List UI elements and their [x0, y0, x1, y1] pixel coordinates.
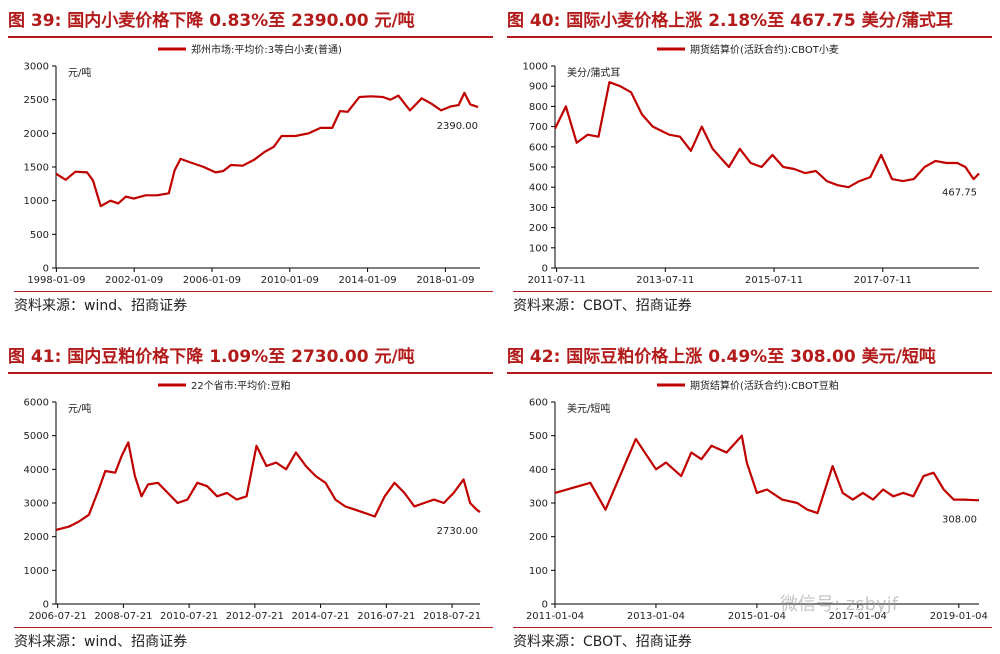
y-tick-label: 3000 [24, 62, 49, 73]
x-tick-label: 2011-07-11 [528, 275, 586, 286]
x-tick-label: 2019-01-04 [930, 611, 988, 622]
x-tick-label: 2014-01-09 [339, 275, 397, 286]
legend: 22个省市:平均价:豆粕 [158, 379, 290, 392]
figure-title: 国际小麦价格上涨 2.18%至 467.75 美分/蒲式耳 [566, 11, 953, 31]
source-note: 资料来源：CBOT、招商证券 [513, 627, 992, 651]
source-note: 资料来源：CBOT、招商证券 [513, 291, 992, 315]
y-tick-label: 500 [529, 163, 548, 174]
y-tick-label: 500 [529, 431, 548, 442]
legend-label: 期货结算价(活跃合约):CBOT小麦 [690, 43, 839, 56]
chart-title: 图 39: 国内小麦价格下降 0.83%至 2390.00 元/吨 [8, 8, 493, 38]
end-value-label: 467.75 [942, 187, 977, 198]
y-unit-label: 美元/短吨 [567, 402, 610, 415]
y-tick-label: 700 [529, 122, 548, 133]
chart-title: 图 42: 国际豆粕价格上涨 0.49%至 308.00 美元/短吨 [507, 344, 992, 374]
watermark: 微信号: zsbyjf [780, 594, 899, 615]
y-tick-label: 500 [30, 230, 49, 241]
x-tick-label: 2018-01-09 [416, 275, 474, 286]
chart-panel-39: 图 39: 国内小麦价格下降 0.83%至 2390.00 元/吨 郑州市场:平… [8, 0, 493, 318]
y-tick-label: 6000 [24, 398, 49, 409]
y-tick-label: 5000 [24, 431, 49, 442]
y-tick-label: 1000 [523, 62, 548, 73]
x-tick-label: 2013-07-11 [636, 275, 694, 286]
y-tick-label: 200 [529, 532, 548, 543]
y-tick-label: 3000 [24, 499, 49, 510]
y-tick-label: 0 [542, 264, 548, 275]
y-tick-label: 300 [529, 499, 548, 510]
legend-label: 22个省市:平均价:豆粕 [191, 379, 290, 392]
y-tick-label: 0 [542, 600, 548, 611]
legend-label: 郑州市场:平均价:3等白小麦(普通) [191, 43, 342, 56]
x-tick-label: 2015-07-11 [745, 275, 803, 286]
y-tick-label: 2500 [24, 95, 49, 106]
y-unit-label: 元/吨 [68, 66, 91, 79]
figure-number: 图 39: [8, 11, 62, 31]
x-tick-label: 1998-01-09 [27, 275, 85, 286]
y-tick-label: 2000 [24, 532, 49, 543]
y-tick-label: 200 [529, 223, 548, 234]
chart-40: 期货结算价(活跃合约):CBOT小麦 0 100 200 300 400 500 600 700… [523, 43, 980, 286]
y-tick-label: 100 [529, 566, 548, 577]
series-line [554, 81, 980, 189]
x-tick-label: 2010-07-21 [160, 611, 218, 622]
chart-title: 图 40: 国际小麦价格上涨 2.18%至 467.75 美分/蒲式耳 [507, 8, 992, 38]
chart-panel-42: 图 42: 国际豆粕价格上涨 0.49%至 308.00 美元/短吨 期货结算价… [507, 336, 992, 654]
y-unit-label: 元/吨 [68, 402, 91, 415]
end-value-label: 308.00 [942, 514, 977, 525]
y-tick-label: 1000 [24, 566, 49, 577]
figure-title: 国际豆粕价格上涨 0.49%至 308.00 美元/短吨 [566, 347, 936, 367]
legend: 郑州市场:平均价:3等白小麦(普通) [158, 43, 342, 56]
figure-number: 图 41: [8, 347, 62, 367]
chart-42: 期货结算价(活跃合约):CBOT豆粕 0 100 200 300 400 500 600 美元/… [526, 379, 988, 622]
y-tick-label: 1000 [24, 196, 49, 207]
y-tick-label: 2000 [24, 129, 49, 140]
series-line [55, 91, 479, 208]
x-tick-label: 2006-01-09 [183, 275, 241, 286]
series-line [55, 441, 481, 531]
y-unit-label: 美分/蒲式耳 [567, 66, 620, 79]
y-tick-label: 400 [529, 465, 548, 476]
legend: 期货结算价(活跃合约):CBOT豆粕 [657, 379, 839, 392]
x-tick-label: 2010-01-09 [261, 275, 319, 286]
figure-title: 国内小麦价格下降 0.83%至 2390.00 元/吨 [67, 11, 415, 31]
y-tick-label: 400 [529, 183, 548, 194]
x-tick-label: 2018-07-21 [423, 611, 481, 622]
legend-label: 期货结算价(活跃合约):CBOT豆粕 [690, 379, 839, 392]
chart-panel-40: 图 40: 国际小麦价格上涨 2.18%至 467.75 美分/蒲式耳 期货结算… [507, 0, 992, 318]
x-tick-label: 2002-01-09 [105, 275, 163, 286]
end-value-label: 2730.00 [437, 526, 478, 537]
x-tick-label: 2015-01-04 [728, 611, 786, 622]
y-tick-label: 100 [529, 243, 548, 254]
x-tick-label: 2016-07-21 [357, 611, 415, 622]
y-tick-label: 600 [529, 398, 548, 409]
y-tick-label: 600 [529, 142, 548, 153]
series-line [554, 434, 980, 515]
figure-number: 图 40: [507, 11, 561, 31]
x-tick-label: 2017-01-04 [829, 611, 887, 622]
y-tick-label: 0 [43, 600, 49, 611]
legend: 期货结算价(活跃合约):CBOT小麦 [657, 43, 839, 56]
chart-41: 22个省市:平均价:豆粕 0 1000 2000 3000 4000 5000 6000 元/吨… [24, 379, 482, 622]
x-tick-label: 2013-01-04 [627, 611, 685, 622]
x-tick-label: 2014-07-21 [292, 611, 350, 622]
y-tick-label: 300 [529, 203, 548, 214]
source-note: 资料来源：wind、招商证券 [14, 627, 493, 651]
x-tick-label: 2011-01-04 [526, 611, 584, 622]
figure-title: 国内豆粕价格下降 1.09%至 2730.00 元/吨 [67, 347, 415, 367]
x-tick-label: 2012-07-21 [226, 611, 284, 622]
figure-number: 图 42: [507, 347, 561, 367]
source-note: 资料来源：wind、招商证券 [14, 291, 493, 315]
y-tick-label: 1500 [24, 163, 49, 174]
x-tick-label: 2006-07-21 [29, 611, 87, 622]
end-value-label: 2390.00 [437, 121, 478, 132]
chart-panel-41: 图 41: 国内豆粕价格下降 1.09%至 2730.00 元/吨 22个省市:… [8, 336, 493, 654]
x-tick-label: 2017-07-11 [854, 275, 912, 286]
y-tick-label: 4000 [24, 465, 49, 476]
y-tick-label: 800 [529, 102, 548, 113]
x-tick-label: 2008-07-21 [94, 611, 152, 622]
y-tick-label: 900 [529, 82, 548, 93]
y-tick-label: 0 [43, 264, 49, 275]
chart-39: 郑州市场:平均价:3等白小麦(普通) 0 500 1000 1500 2000 2500 30… [24, 43, 480, 286]
chart-title: 图 41: 国内豆粕价格下降 1.09%至 2730.00 元/吨 [8, 344, 493, 374]
